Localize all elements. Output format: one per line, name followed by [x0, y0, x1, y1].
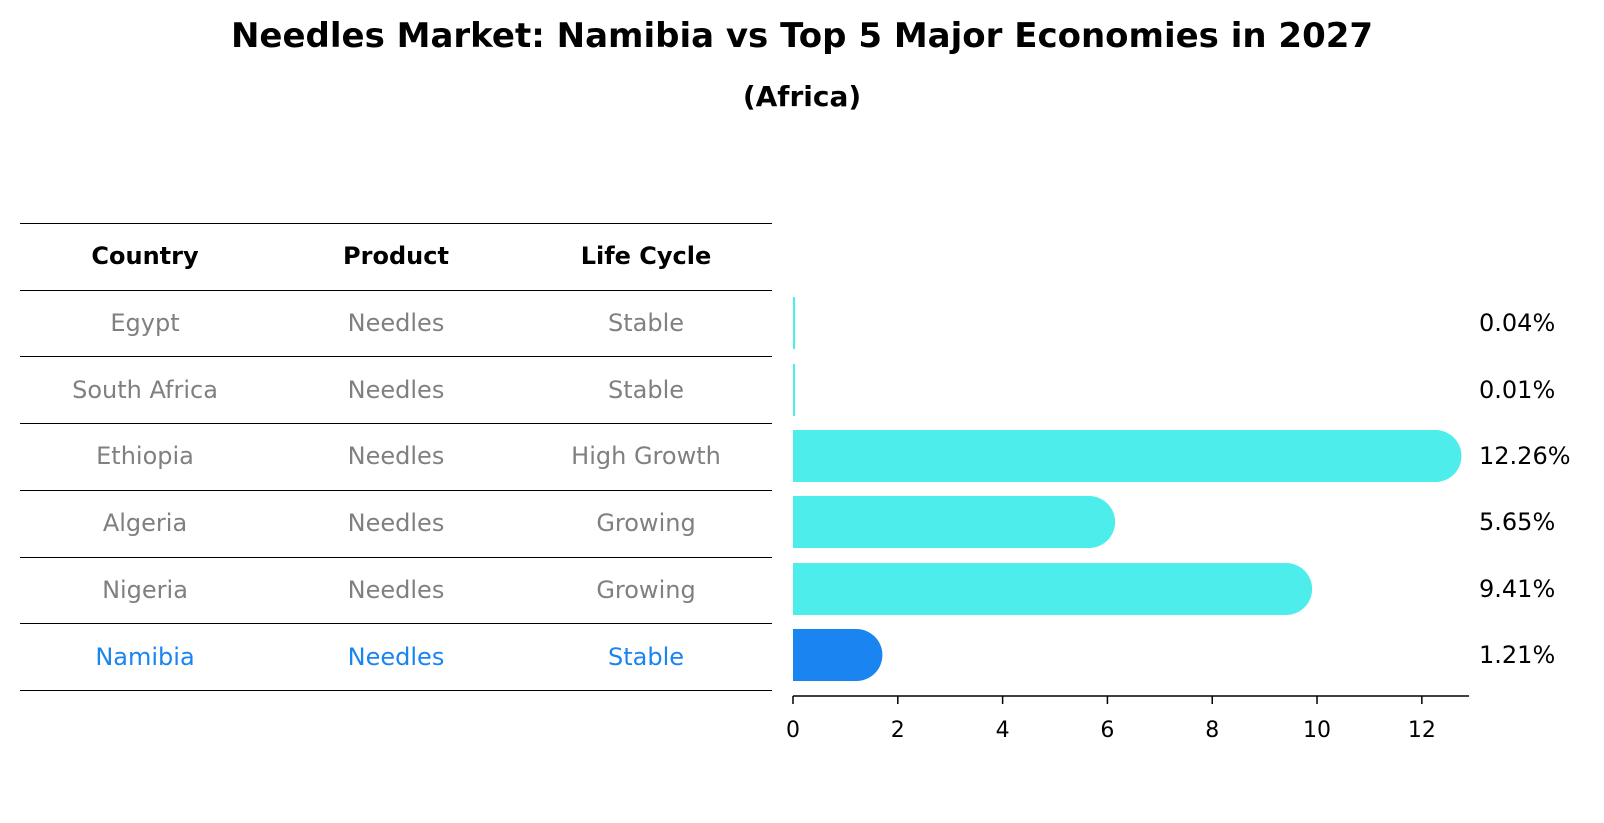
- value-label: 9.41%: [1479, 575, 1555, 603]
- bar-ethiopia: [793, 430, 1462, 482]
- x-tick-label: 12: [1408, 718, 1436, 743]
- x-tick-label: 6: [1100, 718, 1114, 743]
- table-cell-product: Needles: [347, 509, 445, 537]
- value-label: 1.21%: [1479, 641, 1555, 669]
- table-cell-life-cycle: Stable: [607, 309, 685, 337]
- table-header-cell: Country: [91, 242, 199, 270]
- table-cell-product: Needles: [347, 442, 445, 470]
- bar-namibia: [793, 629, 883, 681]
- table-cell-life-cycle: Growing: [596, 576, 696, 604]
- table-rule: [20, 223, 772, 224]
- table-rule: [20, 490, 772, 491]
- table-cell-life-cycle: Stable: [607, 643, 685, 671]
- x-tick-label: 4: [996, 718, 1010, 743]
- table-cell-life-cycle: Stable: [607, 376, 685, 404]
- table-rule: [20, 356, 772, 357]
- bar-south-africa: [793, 364, 795, 416]
- bar-egypt: [793, 297, 796, 349]
- x-tick-label: 8: [1205, 718, 1219, 743]
- table-rule: [20, 623, 772, 624]
- table-cell-country: Nigeria: [102, 576, 188, 604]
- table-header-cell: Life Cycle: [580, 242, 712, 270]
- table-cell-country: South Africa: [72, 376, 218, 404]
- x-tick-label: 2: [891, 718, 905, 743]
- table-rule: [20, 423, 772, 424]
- table-rule: [20, 557, 772, 558]
- value-label: 0.01%: [1479, 376, 1555, 404]
- table-cell-product: Needles: [347, 376, 445, 404]
- table-cell-country: Algeria: [102, 509, 188, 537]
- table-cell-life-cycle: Growing: [596, 509, 696, 537]
- table-rule: [20, 290, 772, 291]
- table-cell-country: Namibia: [95, 643, 195, 671]
- table-rule: [20, 690, 772, 691]
- x-tick-label: 10: [1303, 718, 1331, 743]
- value-label: 12.26%: [1479, 442, 1571, 470]
- table-cell-product: Needles: [347, 576, 445, 604]
- table-cell-life-cycle: High Growth: [571, 442, 721, 470]
- bar-nigeria: [793, 563, 1313, 615]
- table-header-cell: Product: [343, 242, 449, 270]
- chart-subtitle: (Africa): [742, 80, 862, 113]
- chart-title: Needles Market: Namibia vs Top 5 Major E…: [230, 16, 1374, 56]
- x-tick-label: 0: [786, 718, 800, 743]
- table-cell-country: Ethiopia: [96, 442, 194, 470]
- bar-algeria: [793, 496, 1116, 548]
- table-cell-product: Needles: [347, 309, 445, 337]
- value-label: 0.04%: [1479, 309, 1555, 337]
- table-cell-product: Needles: [347, 643, 445, 671]
- table-cell-country: Egypt: [110, 309, 180, 337]
- value-label: 5.65%: [1479, 508, 1555, 536]
